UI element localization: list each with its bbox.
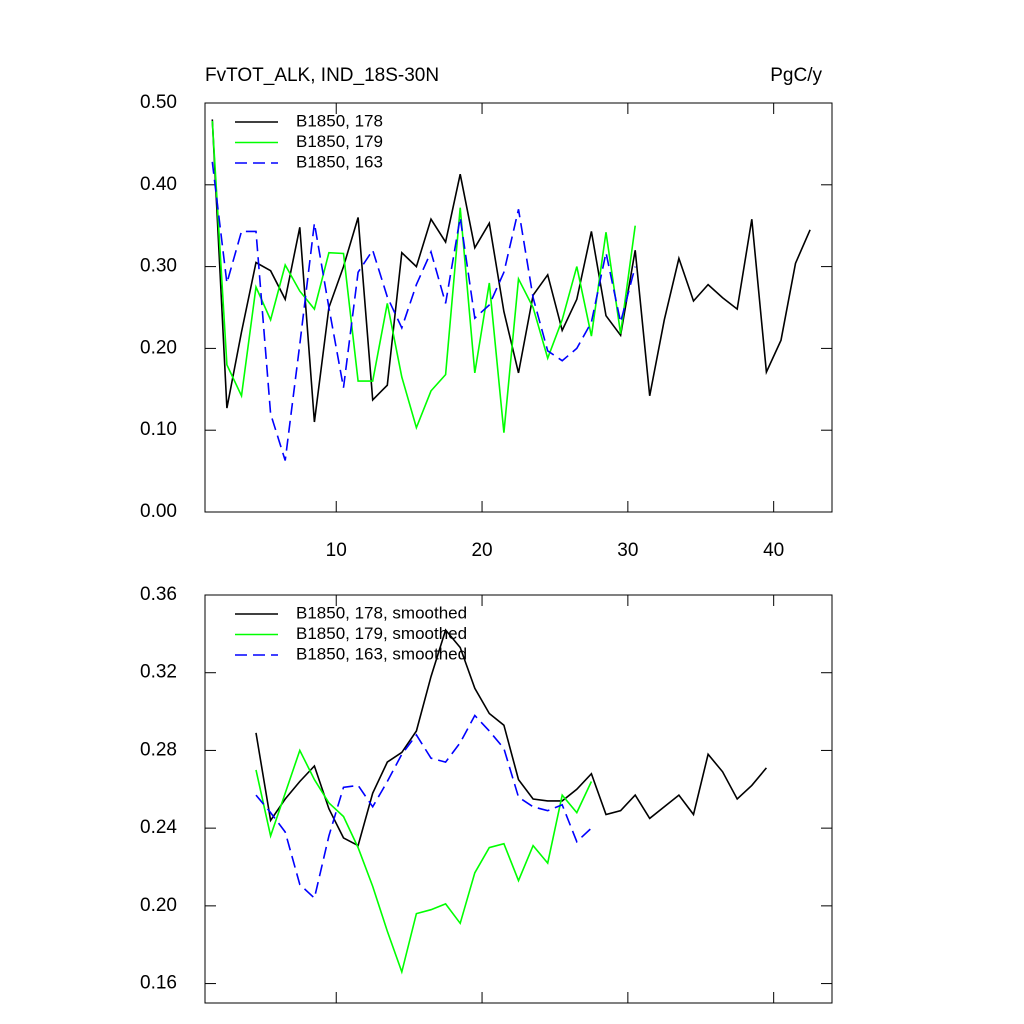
legend-label: B1850, 179, smoothed <box>296 624 467 643</box>
x-tick-label: 10 <box>326 540 347 561</box>
x-tick-label: 20 <box>471 540 492 561</box>
y-tick-label: 0.10 <box>140 419 177 440</box>
y-tick-label: 0.32 <box>140 662 177 683</box>
chart-title: FvTOT_ALK, IND_18S-30N <box>205 65 439 86</box>
y-tick-label: 0.28 <box>140 739 177 760</box>
legend-label: B1850, 179 <box>296 132 383 151</box>
y-tick-label: 0.50 <box>140 92 177 113</box>
y-tick-label: 0.40 <box>140 174 177 195</box>
series-line <box>211 161 636 461</box>
y-tick-label: 0.00 <box>140 501 177 522</box>
y-tick-label: 0.16 <box>140 973 177 994</box>
legend-label: B1850, 163 <box>296 152 383 171</box>
series-line <box>255 628 768 847</box>
plot-frame <box>204 594 833 1004</box>
y-tick-label: 0.36 <box>140 584 177 605</box>
series-line <box>255 714 592 900</box>
y-tick-label: 0.24 <box>140 817 177 838</box>
units-label: PgC/y <box>770 65 822 86</box>
y-tick-label: 0.20 <box>140 895 177 916</box>
y-tick-label: 0.30 <box>140 256 177 277</box>
legend-label: B1850, 163, smoothed <box>296 644 467 663</box>
plot-frame <box>204 102 833 513</box>
legend-label: B1850, 178, smoothed <box>296 603 467 622</box>
series-line <box>255 748 593 975</box>
x-tick-label: 30 <box>617 540 638 561</box>
legend-label: B1850, 178 <box>296 111 383 130</box>
series-line <box>211 120 636 433</box>
y-tick-label: 0.20 <box>140 337 177 358</box>
x-tick-label: 40 <box>763 540 784 561</box>
series-line <box>211 119 811 423</box>
